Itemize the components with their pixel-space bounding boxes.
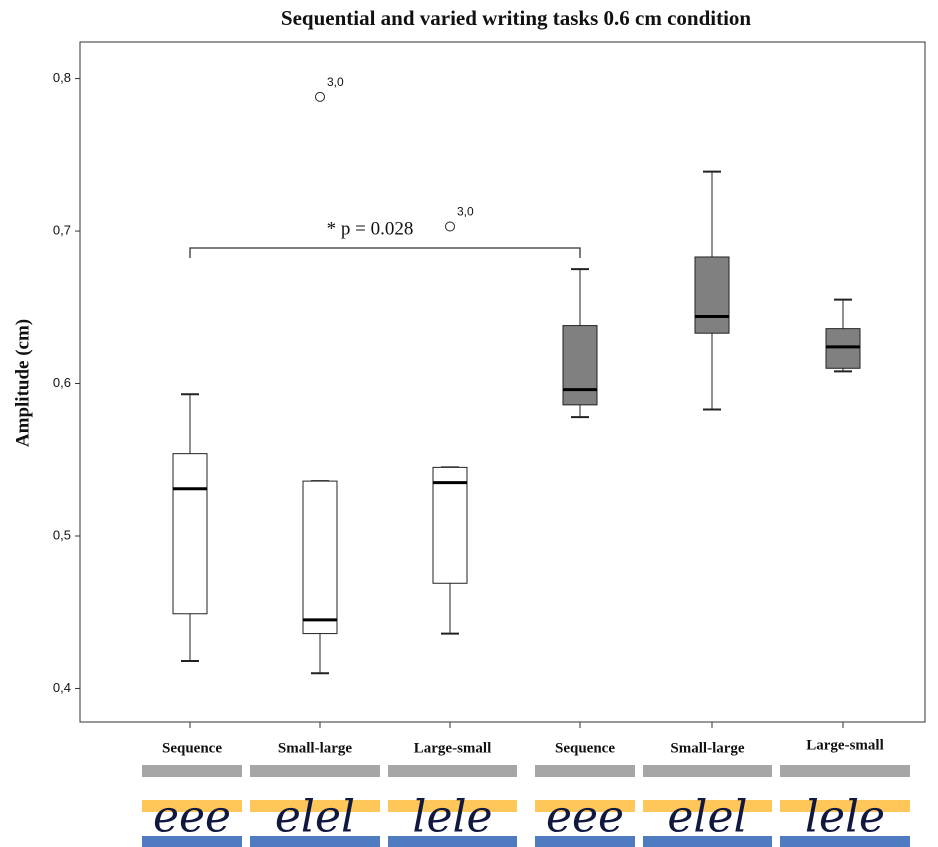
y-axis-label: Amplitude (cm)	[12, 319, 33, 447]
outlier-label: 3,0	[327, 75, 344, 89]
y-tick-label: 0,7	[53, 222, 71, 237]
y-tick-label: 0,5	[53, 527, 71, 542]
handwriting: eee	[546, 792, 624, 843]
box	[694, 256, 730, 334]
stripe-orange	[250, 800, 380, 812]
category-label: Sequence	[162, 740, 222, 756]
stripe-orange	[535, 800, 635, 812]
stripe-orange	[388, 800, 517, 812]
stripe-orange	[643, 800, 772, 812]
stripe-gray	[388, 765, 517, 777]
stripe-blue	[535, 836, 635, 847]
handwriting: elel	[667, 792, 747, 843]
handwriting: lele	[412, 792, 492, 843]
y-tick-label: 0,8	[53, 70, 71, 85]
stripe-blue	[643, 836, 772, 847]
box	[825, 328, 861, 369]
significance-bracket	[189, 247, 581, 258]
stripe-gray	[780, 765, 910, 777]
category-label: Sequence	[555, 740, 615, 756]
outlier	[445, 221, 455, 232]
stripe-orange	[142, 800, 242, 812]
stripe-gray	[643, 765, 772, 777]
chart-title: Sequential and varied writing tasks 0.6 …	[281, 6, 752, 30]
category-label: Large-small	[806, 737, 883, 753]
stripe-gray	[535, 765, 635, 777]
stripe-orange	[780, 800, 910, 812]
category-label: Small-large	[278, 740, 352, 756]
outlier	[315, 91, 325, 102]
stripe-blue	[780, 836, 910, 847]
stripe-blue	[388, 836, 517, 847]
stripe-gray	[142, 765, 242, 777]
handwriting: eee	[153, 792, 231, 843]
category-label: Large-small	[414, 740, 491, 756]
y-tick-label: 0,6	[53, 375, 71, 390]
stripe-blue	[250, 836, 380, 847]
category-label: Small-large	[670, 740, 744, 756]
handwriting: lele	[805, 792, 885, 843]
annotation: * p = 0.028	[327, 218, 414, 239]
outlier-label: 3,0	[457, 205, 474, 219]
box	[302, 480, 338, 635]
box	[562, 325, 598, 406]
box	[172, 453, 208, 615]
stripe-gray	[250, 765, 380, 777]
stripe-blue	[142, 836, 242, 847]
y-tick-label: 0,4	[53, 680, 71, 695]
box	[432, 466, 468, 584]
handwriting: elel	[275, 792, 355, 843]
plot-frame	[79, 41, 926, 723]
